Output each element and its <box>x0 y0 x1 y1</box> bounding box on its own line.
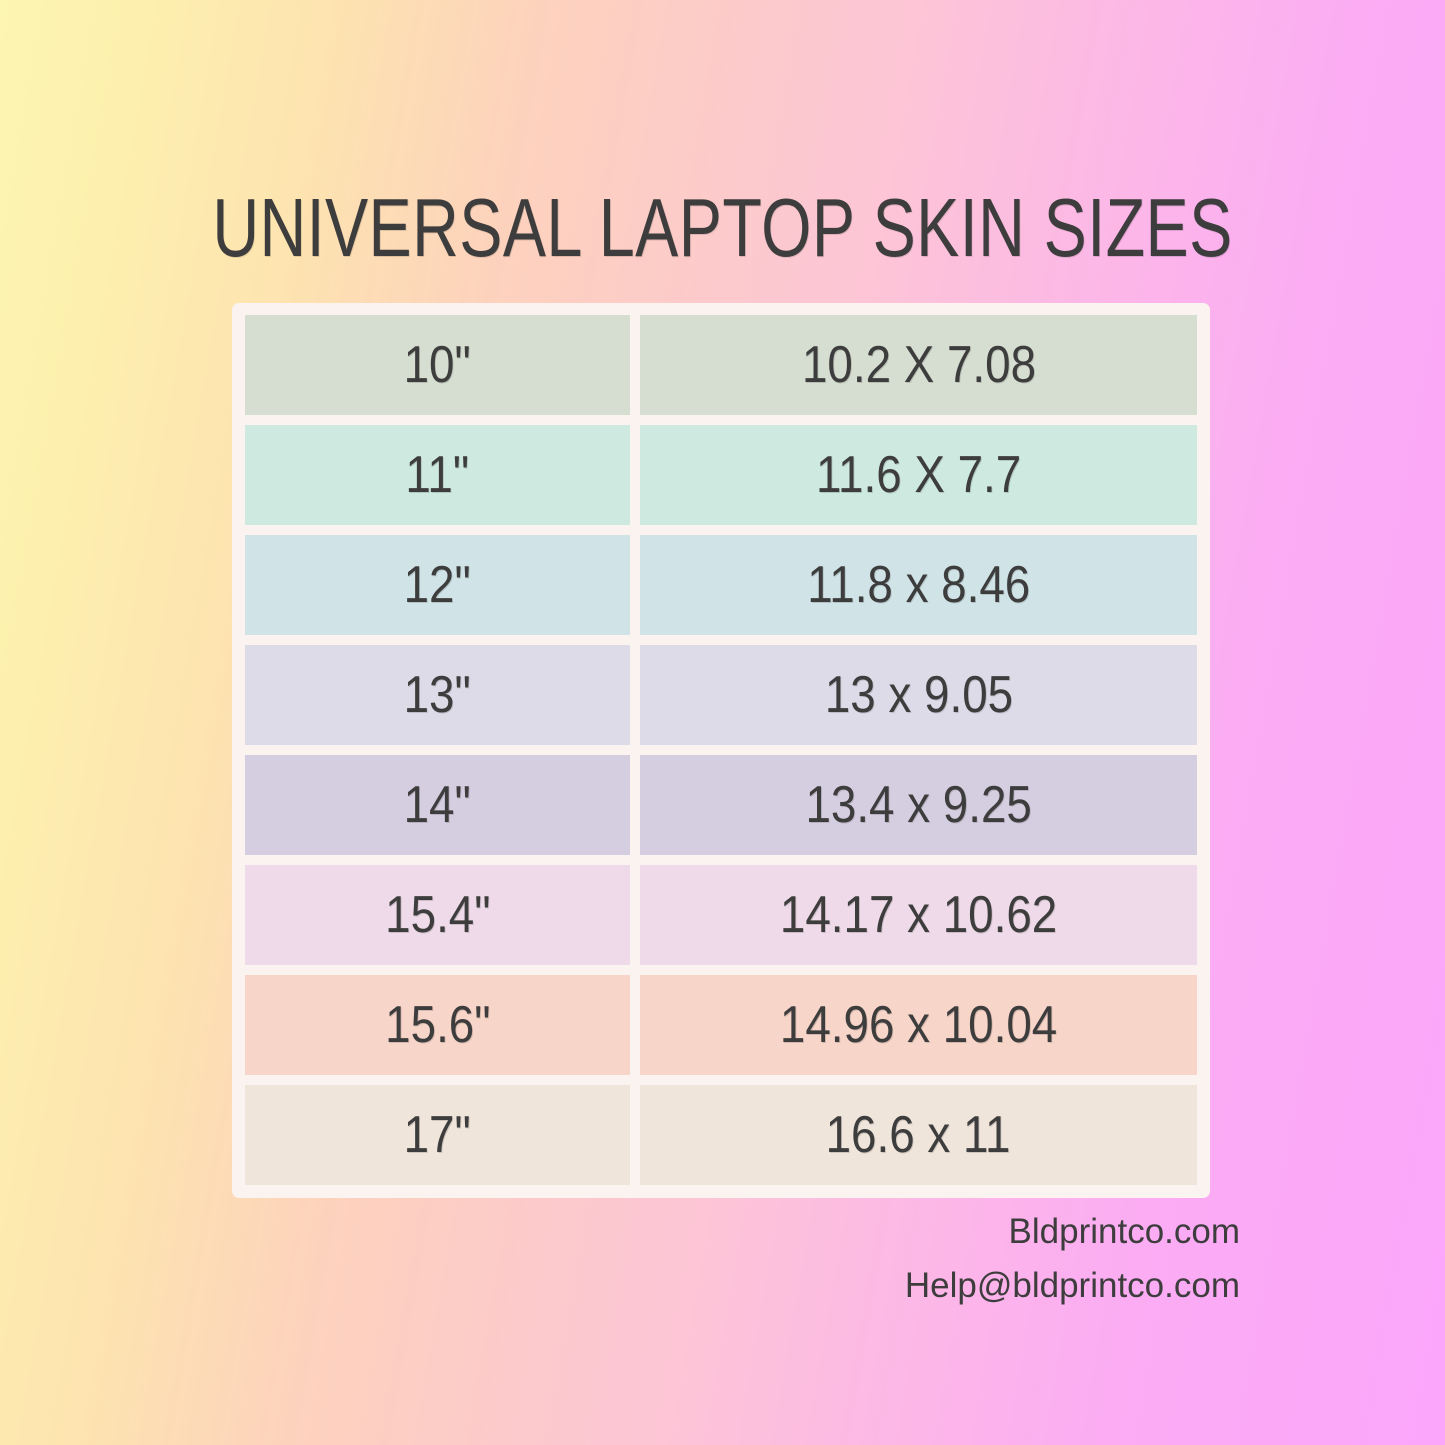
cell-dimensions-label: 10.2 X 7.08 <box>801 336 1036 394</box>
table-row: 13" 13 x 9.05 <box>245 645 1197 745</box>
table-row: 15.4" 14.17 x 10.62 <box>245 865 1197 965</box>
cell-screen-size: 10" <box>245 315 630 415</box>
cell-screen-size-label: 10" <box>403 336 472 394</box>
table-row: 12" 11.8 x 8.46 <box>245 535 1197 635</box>
page-title: UNIVERSAL LAPTOP SKIN SIZES <box>212 181 1233 274</box>
cell-dimensions-label: 16.6 x 11 <box>826 1106 1011 1164</box>
cell-dimensions: 10.2 X 7.08 <box>640 315 1197 415</box>
cell-screen-size-label: 12" <box>403 556 472 614</box>
cell-dimensions: 13 x 9.05 <box>640 645 1197 745</box>
table-row: 17" 16.6 x 11 <box>245 1085 1197 1185</box>
cell-screen-size: 13" <box>245 645 630 745</box>
table-row: 15.6" 14.96 x 10.04 <box>245 975 1197 1075</box>
cell-dimensions-label: 14.17 x 10.62 <box>779 886 1058 944</box>
cell-dimensions-label: 14.96 x 10.04 <box>779 996 1058 1054</box>
cell-screen-size-label: 13" <box>403 666 472 724</box>
cell-dimensions: 11.6 X 7.7 <box>640 425 1197 525</box>
cell-dimensions-label: 11.8 x 8.46 <box>806 556 1031 614</box>
cell-dimensions: 14.96 x 10.04 <box>640 975 1197 1075</box>
cell-screen-size: 11" <box>245 425 630 525</box>
cell-screen-size-label: 14" <box>403 776 472 834</box>
table-row: 11" 11.6 X 7.7 <box>245 425 1197 525</box>
cell-dimensions: 11.8 x 8.46 <box>640 535 1197 635</box>
footer-email[interactable]: Help@bldprintco.com <box>904 1266 1240 1306</box>
cell-screen-size-label: 11" <box>405 446 470 504</box>
cell-dimensions: 16.6 x 11 <box>640 1085 1197 1185</box>
cell-dimensions: 14.17 x 10.62 <box>640 865 1197 965</box>
cell-screen-size-label: 17" <box>403 1106 472 1164</box>
cell-screen-size: 15.6" <box>245 975 630 1075</box>
footer-contact: Bldprintco.com Help@bldprintco.com <box>905 1205 1240 1314</box>
cell-screen-size: 17" <box>245 1085 630 1185</box>
table-row: 10" 10.2 X 7.08 <box>245 315 1197 415</box>
cell-dimensions-label: 11.6 X 7.7 <box>815 446 1022 504</box>
size-table: 10" 10.2 X 7.08 11" 11.6 X 7.7 12" 11.8 x 8.4… <box>232 303 1210 1198</box>
cell-screen-size-label: 15.4" <box>384 886 491 944</box>
footer-website[interactable]: Bldprintco.com <box>1008 1212 1240 1251</box>
cell-screen-size: 15.4" <box>245 865 630 965</box>
table-row: 14" 13.4 x 9.25 <box>245 755 1197 855</box>
cell-screen-size-label: 15.6" <box>384 996 491 1054</box>
cell-dimensions-label: 13 x 9.05 <box>824 666 1013 724</box>
cell-screen-size: 12" <box>245 535 630 635</box>
cell-screen-size: 14" <box>245 755 630 855</box>
cell-dimensions-label: 13.4 x 9.25 <box>805 776 1032 834</box>
cell-dimensions: 13.4 x 9.25 <box>640 755 1197 855</box>
